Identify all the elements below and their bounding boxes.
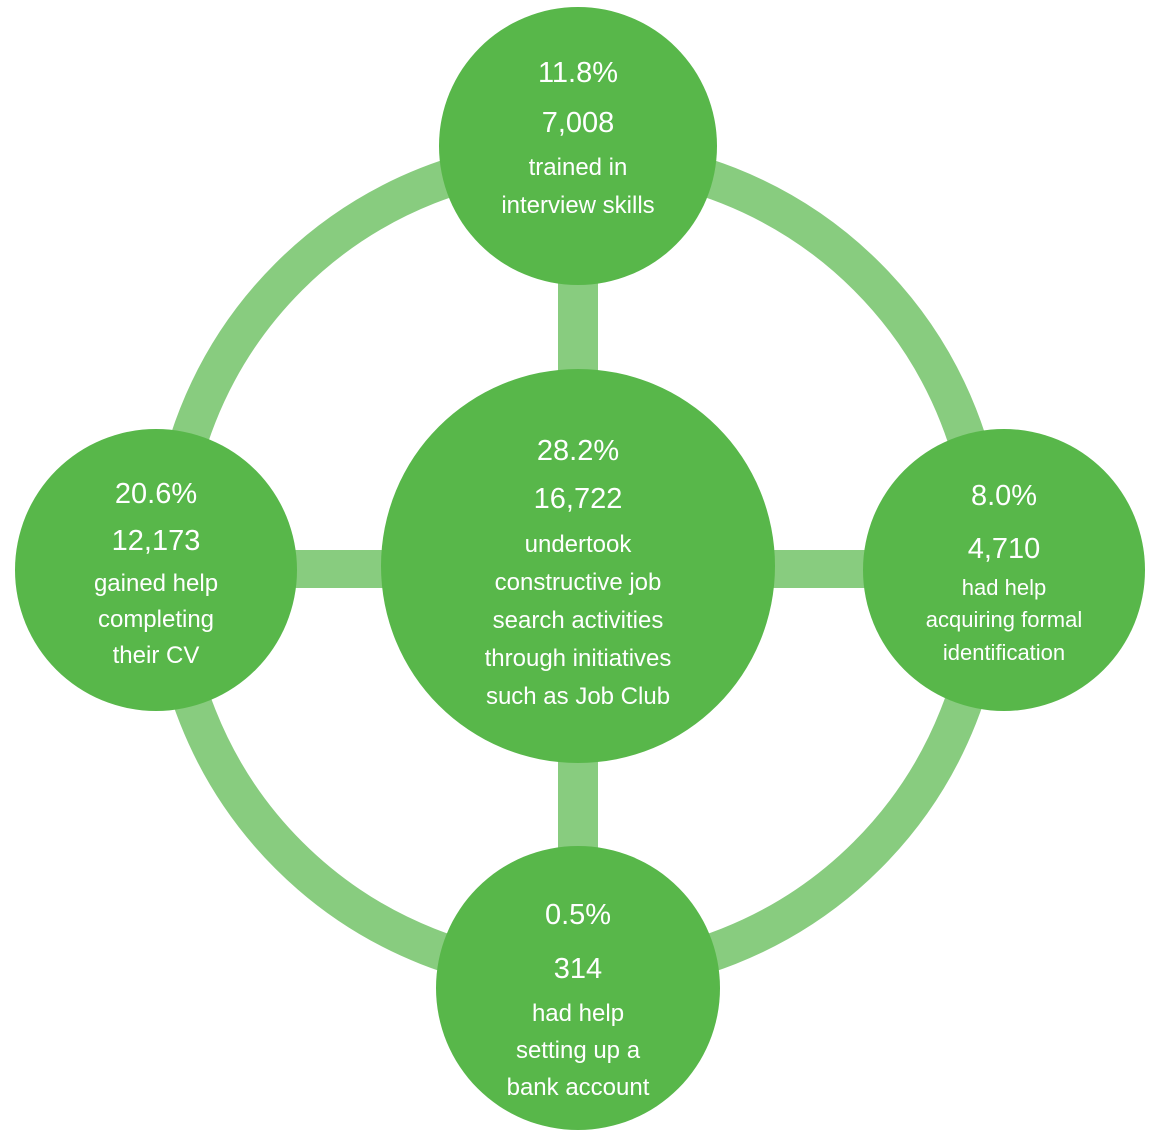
left-percent: 20.6% (115, 478, 197, 510)
spoke-top (558, 283, 598, 381)
top-count: 7,008 (542, 107, 615, 139)
node-center-circle (381, 369, 775, 763)
node-top: 11.8% 7,008 trained in interview skills (439, 7, 717, 285)
node-center: 28.2% 16,722 undertook constructive job … (381, 369, 775, 763)
node-right-circle (863, 429, 1145, 711)
node-bottom-circle (436, 846, 720, 1130)
left-line-3: their CV (113, 642, 200, 669)
spoke-left (294, 550, 392, 588)
center-count: 16,722 (534, 483, 623, 515)
node-top-circle (439, 7, 717, 285)
center-line-3: search activities (493, 607, 664, 634)
right-percent: 8.0% (971, 480, 1037, 512)
top-line-2: interview skills (501, 192, 654, 219)
right-count: 4,710 (968, 533, 1041, 565)
right-line-3: identification (943, 640, 1065, 665)
node-right: 8.0% 4,710 had help acquiring formal ide… (863, 429, 1145, 711)
center-line-1: undertook (525, 531, 633, 558)
left-count: 12,173 (112, 525, 201, 557)
center-line-5: such as Job Club (486, 683, 670, 710)
top-line-1: trained in (529, 154, 628, 181)
center-percent: 28.2% (537, 435, 619, 467)
center-line-2: constructive job (495, 569, 662, 596)
node-left-circle (15, 429, 297, 711)
bottom-line-2: setting up a (516, 1037, 641, 1064)
bottom-line-3: bank account (507, 1074, 650, 1101)
right-line-1: had help (962, 575, 1046, 600)
left-line-1: gained help (94, 570, 218, 597)
bottom-percent: 0.5% (545, 899, 611, 931)
right-line-2: acquiring formal (926, 607, 1083, 632)
center-line-4: through initiatives (485, 645, 672, 672)
bottom-line-1: had help (532, 1000, 624, 1027)
spoke-right (765, 550, 869, 588)
node-left: 20.6% 12,173 gained help completing thei… (15, 429, 297, 711)
node-bottom: 0.5% 314 had help setting up a bank acco… (436, 846, 720, 1130)
left-line-2: completing (98, 606, 214, 633)
bottom-count: 314 (554, 953, 602, 985)
top-percent: 11.8% (538, 57, 618, 89)
